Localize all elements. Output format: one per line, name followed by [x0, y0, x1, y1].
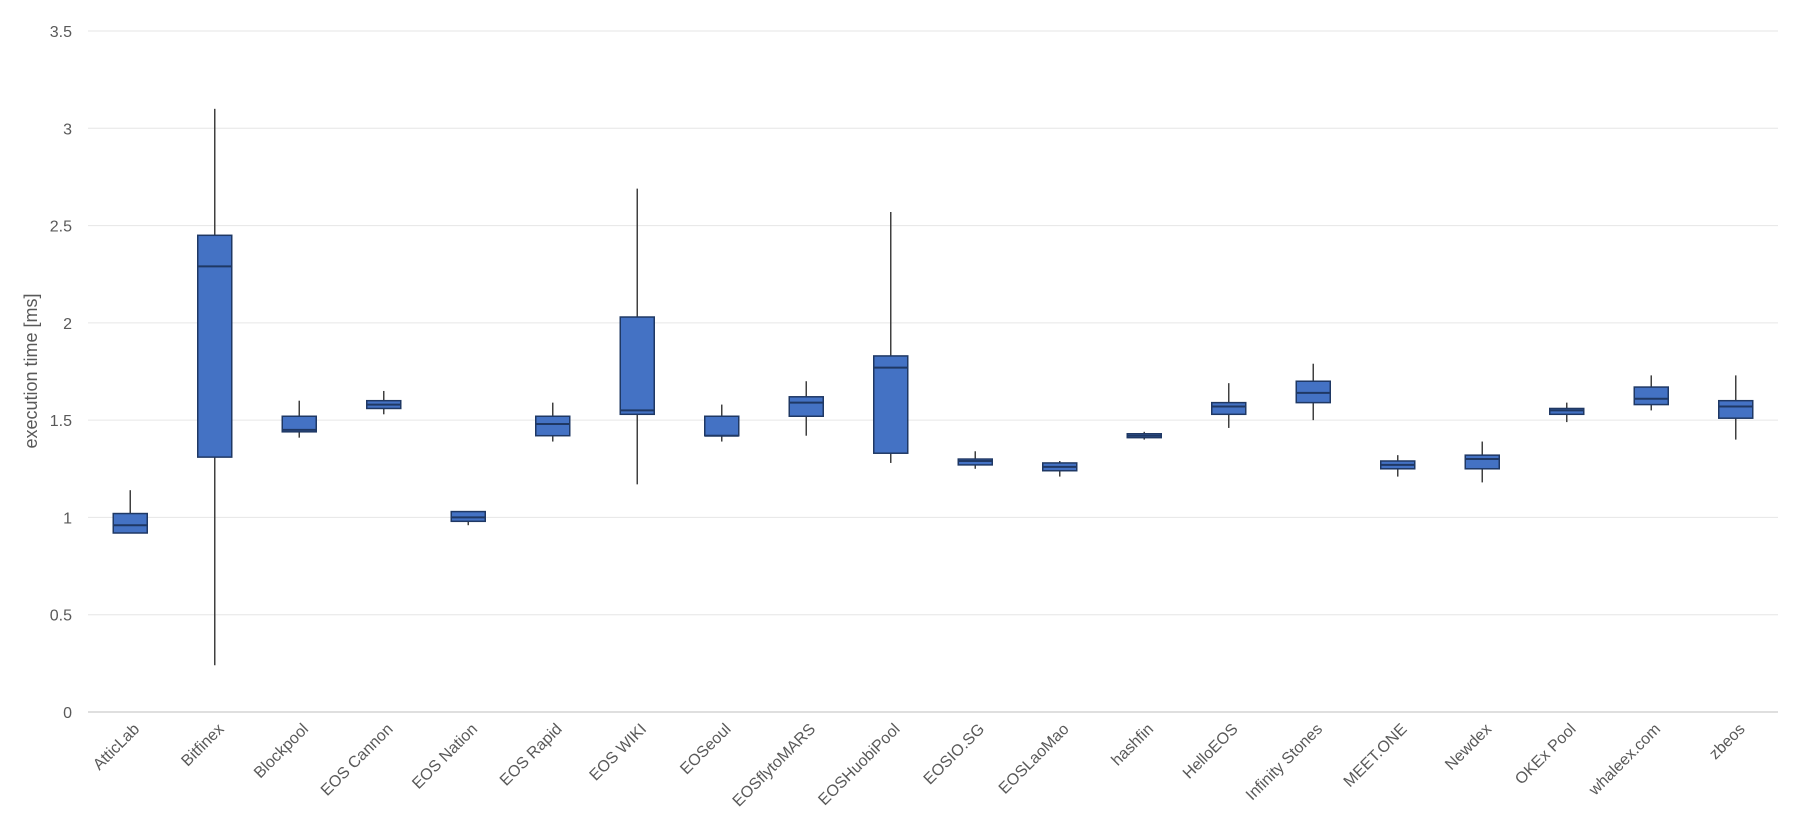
box-13: [1126, 431, 1162, 440]
x-category-label-11: EOSIO.SG: [921, 721, 988, 788]
box-10: [873, 211, 909, 463]
x-category-label-1: AtticLab: [90, 721, 143, 774]
x-category-label-6: EOS Rapid: [497, 721, 566, 790]
box-8: [704, 404, 740, 442]
box-body-10: [873, 355, 909, 454]
box-body-7: [619, 316, 655, 416]
y-tick-label-4: 2: [63, 316, 72, 333]
box-4: [366, 390, 402, 415]
box-12: [1042, 461, 1078, 477]
x-category-label-20: zbeos: [1706, 721, 1748, 763]
y-tick-label-5: 2.5: [50, 219, 72, 236]
x-category-label-5: EOS Nation: [409, 721, 481, 793]
x-category-label-3: Blockpool: [251, 721, 312, 782]
box-2: [197, 108, 233, 666]
gridlines: [88, 30, 1778, 616]
x-category-label-12: EOSLaoMao: [996, 721, 1073, 798]
box-body-9: [788, 396, 824, 418]
box-16: [1380, 455, 1416, 477]
box-7: [619, 188, 655, 485]
box-18: [1549, 402, 1585, 423]
y-tick-label-7: 3.5: [50, 24, 72, 41]
box-body-6: [535, 415, 571, 437]
box-5: [450, 510, 486, 526]
box-6: [535, 402, 571, 442]
y-tick-label-1: 0.5: [50, 608, 72, 625]
x-category-label-18: OKEx Pool: [1512, 721, 1579, 788]
y-tick-label-6: 3: [63, 121, 72, 138]
x-category-label-9: EOSflytoMARS: [730, 721, 819, 810]
x-category-label-19: whaleex.com: [1585, 721, 1664, 800]
x-category-label-4: EOS Cannon: [318, 721, 397, 800]
x-axis-labels: AtticLab Bitfinex Blockpool EOS Cannon EOS N…: [90, 721, 1748, 810]
x-category-label-13: hashfin: [1109, 721, 1158, 770]
box-body-3: [281, 415, 317, 433]
x-category-label-14: HelloEOS: [1180, 721, 1242, 783]
y-tick-label-2: 1: [63, 510, 72, 527]
y-axis-title: execution time [ms]: [21, 293, 41, 448]
box-body-8: [704, 415, 740, 437]
y-axis-ticks: 0 0.5 1 1.5 2 2.5 3 3.5: [50, 24, 72, 722]
x-category-label-2: Bitfinex: [178, 721, 227, 770]
box-body-19: [1633, 386, 1669, 406]
x-category-label-15: Infinity Stones: [1243, 721, 1326, 804]
box-3: [281, 400, 317, 438]
box-9: [788, 381, 824, 436]
box-body-2: [197, 234, 233, 458]
y-tick-label-3: 1.5: [50, 413, 72, 430]
box-11: [957, 451, 993, 469]
box-15: [1295, 363, 1331, 421]
box-19: [1633, 375, 1669, 411]
box-14: [1211, 383, 1247, 428]
y-tick-label-0: 0: [63, 705, 72, 722]
box-1: [112, 490, 148, 534]
box-body-17: [1464, 454, 1500, 470]
x-category-label-16: MEET.ONE: [1341, 721, 1411, 791]
box-body-14: [1211, 401, 1247, 416]
box-20: [1718, 375, 1754, 440]
x-category-label-7: EOS WIKI: [587, 721, 651, 785]
x-category-label-10: EOSHuobiPool: [815, 721, 903, 809]
box-body-20: [1718, 399, 1754, 419]
x-category-label-17: Newdex: [1442, 721, 1495, 774]
box-body-1: [112, 512, 148, 534]
x-category-label-8: EOSeoul: [677, 721, 734, 778]
box-17: [1464, 441, 1500, 483]
box-series: [112, 108, 1754, 666]
